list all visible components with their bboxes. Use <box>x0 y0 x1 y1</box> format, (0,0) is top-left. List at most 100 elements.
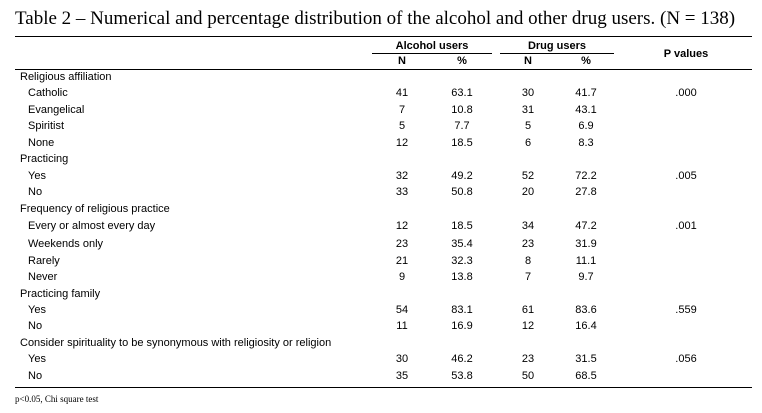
drug-users-header: Drug users <box>527 40 587 52</box>
table-row: No 11 16.9 12 16.4 <box>0 320 762 336</box>
alcohol-n-cell: 9 <box>398 271 406 283</box>
alcohol-pct-cell: 32.3 <box>451 255 473 267</box>
alcohol-pct-cell: 46.2 <box>451 353 473 365</box>
row-label: Yes <box>28 353 46 365</box>
row-label: Rarely <box>28 255 60 267</box>
group-row: Practicing <box>0 153 762 169</box>
table-title: Table 2 – Numerical and percentage distr… <box>15 8 736 29</box>
alcohol-group-line <box>372 53 492 54</box>
row-label: Spiritist <box>28 120 65 132</box>
table-row: Yes 32 49.2 52 72.2 .005 <box>0 170 762 186</box>
alcohol-pct-cell: 63.1 <box>451 87 473 99</box>
row-label: No <box>28 320 43 332</box>
alcohol-pct-cell: 10.8 <box>451 104 473 116</box>
drug-n-cell: 34 <box>521 220 535 232</box>
table-row: Rarely 21 32.3 8 11.1 <box>0 255 762 271</box>
group-label: Practicing <box>20 153 69 165</box>
table-row: Weekends only 23 35.4 23 31.9 <box>0 238 762 254</box>
drug-n-cell: 20 <box>521 186 535 198</box>
alcohol-n-cell: 12 <box>395 137 409 149</box>
drug-pct-header: % <box>581 55 591 67</box>
bottom-rule <box>15 387 752 388</box>
row-label: None <box>28 137 55 149</box>
drug-pct-cell: 6.9 <box>578 120 594 132</box>
group-label: Religious affiliation <box>20 71 112 83</box>
group-row: Practicing family <box>0 288 762 304</box>
alcohol-n-cell: 30 <box>395 353 409 365</box>
p-value-cell: .001 <box>675 220 697 232</box>
table-row: No 33 50.8 20 27.8 <box>0 186 762 202</box>
drug-pct-cell: 68.5 <box>575 370 597 382</box>
row-label: Catholic <box>28 87 68 99</box>
drug-n-cell: 6 <box>524 137 532 149</box>
alcohol-n-cell: 32 <box>395 170 409 182</box>
alcohol-n-header: N <box>398 55 406 67</box>
alcohol-pct-cell: 13.8 <box>451 271 473 283</box>
drug-pct-cell: 47.2 <box>575 220 597 232</box>
drug-pct-cell: 11.1 <box>575 255 597 267</box>
row-label: Every or almost every day <box>28 220 156 232</box>
alcohol-n-cell: 33 <box>395 186 409 198</box>
row-label: Weekends only <box>28 238 104 250</box>
drug-n-cell: 31 <box>521 104 535 116</box>
row-label: No <box>28 186 43 198</box>
alcohol-n-cell: 54 <box>395 304 409 316</box>
drug-n-cell: 23 <box>521 353 535 365</box>
top-rule <box>15 36 752 37</box>
p-value-cell: .005 <box>675 170 697 182</box>
group-label: Practicing family <box>20 288 101 300</box>
header-rule <box>15 69 752 70</box>
row-label: Evangelical <box>28 104 85 116</box>
alcohol-pct-header: % <box>457 55 467 67</box>
table-row: Evangelical 7 10.8 31 43.1 <box>0 104 762 120</box>
table-row: No 35 53.8 50 68.5 <box>0 370 762 386</box>
table-row: Catholic 41 63.1 30 41.7 .000 <box>0 87 762 103</box>
row-label: Never <box>28 271 58 283</box>
alcohol-pct-cell: 18.5 <box>451 137 473 149</box>
drug-n-cell: 5 <box>524 120 532 132</box>
drug-pct-cell: 43.1 <box>575 104 597 116</box>
drug-n-cell: 61 <box>521 304 535 316</box>
alcohol-n-cell: 7 <box>398 104 406 116</box>
alcohol-n-cell: 11 <box>396 320 408 332</box>
alcohol-pct-cell: 49.2 <box>451 170 473 182</box>
drug-n-cell: 12 <box>521 320 535 332</box>
alcohol-n-cell: 41 <box>395 87 409 99</box>
p-value-cell: .000 <box>675 87 697 99</box>
alcohol-n-cell: 21 <box>395 255 409 267</box>
drug-pct-cell: 16.4 <box>575 320 597 332</box>
drug-pct-cell: 41.7 <box>575 87 597 99</box>
alcohol-pct-cell: 18.5 <box>451 220 473 232</box>
table-row: Yes 30 46.2 23 31.5 .056 <box>0 353 762 369</box>
alcohol-users-header: Alcohol users <box>395 40 469 52</box>
p-value-cell: .559 <box>675 304 697 316</box>
alcohol-pct-cell: 16.9 <box>451 320 473 332</box>
p-value-cell: .056 <box>675 353 697 365</box>
row-label: Yes <box>28 170 46 182</box>
table-row: Every or almost every day 12 18.5 34 47.2 .00… <box>0 220 762 236</box>
drug-n-cell: 7 <box>524 271 532 283</box>
drug-n-header: N <box>524 55 532 67</box>
drug-n-cell: 52 <box>521 170 535 182</box>
group-label: Frequency of religious practice <box>20 203 170 215</box>
row-label: No <box>28 370 43 382</box>
table-row: Yes 54 83.1 61 83.6 .559 <box>0 304 762 320</box>
drug-pct-cell: 31.9 <box>575 238 597 250</box>
table-row: None 12 18.5 6 8.3 <box>0 137 762 153</box>
p-values-header: P values <box>663 48 709 60</box>
table-row: Never 9 13.8 7 9.7 <box>0 271 762 287</box>
alcohol-pct-cell: 35.4 <box>451 238 473 250</box>
drug-n-cell: 8 <box>524 255 532 267</box>
drug-pct-cell: 27.8 <box>575 186 597 198</box>
drug-n-cell: 50 <box>521 370 535 382</box>
alcohol-pct-cell: 50.8 <box>451 186 473 198</box>
alcohol-n-cell: 5 <box>398 120 406 132</box>
alcohol-pct-cell: 7.7 <box>454 120 470 132</box>
alcohol-n-cell: 23 <box>395 238 409 250</box>
drug-pct-cell: 8.3 <box>578 137 594 149</box>
group-row: Religious affiliation <box>0 71 762 87</box>
drug-pct-cell: 31.5 <box>575 353 597 365</box>
alcohol-n-cell: 35 <box>395 370 409 382</box>
group-row: Frequency of religious practice <box>0 203 762 219</box>
table-row: Spiritist 5 7.7 5 6.9 <box>0 120 762 136</box>
